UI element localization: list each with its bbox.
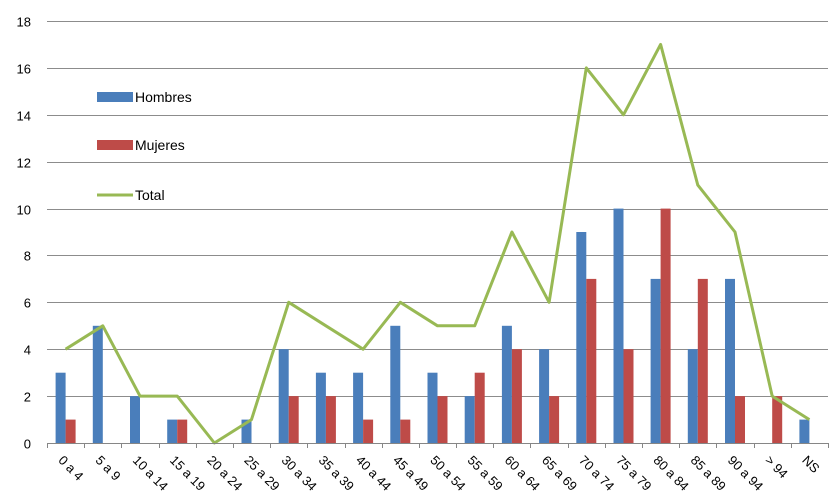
x-axis <box>47 443 829 448</box>
y-tick-label: 2 <box>24 390 31 405</box>
bar-hombres <box>650 278 661 443</box>
x-tick-label: 55 a 59 <box>465 453 506 494</box>
y-tick-label: 12 <box>17 156 31 171</box>
x-tick-label: 0 a 4 <box>55 453 86 484</box>
x-tick-label: 80 a 84 <box>651 453 692 494</box>
bar-mujeres <box>697 278 708 443</box>
bar-mujeres <box>586 278 597 443</box>
bar-mujeres <box>511 349 522 443</box>
bar-hombres <box>315 372 326 443</box>
line-total <box>64 42 811 445</box>
bar-mujeres <box>474 372 485 443</box>
bar-hombres <box>55 372 66 443</box>
x-tick-label: > 94 <box>762 453 791 482</box>
bar-hombres <box>576 232 587 443</box>
bar-mujeres <box>65 419 76 443</box>
bar-mujeres <box>660 208 671 443</box>
x-tick-label: 10 a 14 <box>130 453 171 494</box>
bar-mujeres <box>325 396 336 443</box>
bar-hombres <box>725 278 735 443</box>
x-tick-label: 25 a 29 <box>241 453 282 494</box>
bar-hombres <box>613 208 624 443</box>
bar-hombres <box>353 372 364 443</box>
legend: Hombres Mujeres Total <box>97 89 192 203</box>
y-tick-label: 0 <box>24 437 31 452</box>
bar-mujeres <box>177 419 188 443</box>
bar-hombres <box>464 396 475 443</box>
bar-hombres <box>427 372 438 443</box>
legend-label-total: Total <box>135 187 165 203</box>
x-tick-label: 40 a 44 <box>353 453 394 494</box>
y-tick-label: 18 <box>17 15 31 30</box>
bar-hombres <box>390 325 401 443</box>
y-tick-label: 16 <box>17 62 31 77</box>
legend-swatch-mujeres <box>97 140 133 150</box>
bar-mujeres <box>623 349 634 443</box>
bar-hombres <box>539 349 550 443</box>
y-tick-label: 8 <box>24 249 31 264</box>
x-tick-label: 5 a 9 <box>93 453 124 484</box>
x-tick-label: 65 a 69 <box>539 453 580 494</box>
bar-mujeres <box>735 396 745 443</box>
bar-hombres <box>167 419 178 443</box>
bar-mujeres <box>437 396 448 443</box>
bar-hombres <box>799 419 810 443</box>
legend-label-mujeres: Mujeres <box>135 137 185 153</box>
x-tick-label: 35 a 39 <box>316 453 357 494</box>
x-tick-label: 50 a 54 <box>427 453 468 494</box>
x-tick-label: 75 a 79 <box>613 453 654 494</box>
x-tick-label: 60 a 64 <box>502 453 543 494</box>
bar-mujeres <box>363 419 374 443</box>
y-tick-label: 6 <box>24 296 31 311</box>
x-tick-label: 85 a 89 <box>688 453 729 494</box>
bar-hombres <box>241 419 252 443</box>
bar-mujeres <box>549 396 560 443</box>
bar-hombres <box>501 325 512 443</box>
bar-hombres <box>278 349 289 443</box>
x-tick-label: NS <box>799 453 823 477</box>
bar-hombres <box>130 396 140 443</box>
legend-label-hombres: Hombres <box>135 89 192 105</box>
y-axis-ticks: 0 2 4 6 8 10 12 14 16 18 <box>17 15 31 452</box>
x-tick-label: 70 a 74 <box>576 453 617 494</box>
x-tick-label: 90 a 94 <box>725 453 766 494</box>
y-tick-label: 14 <box>17 109 31 124</box>
bar-hombres <box>92 325 103 443</box>
bar-mujeres <box>288 396 299 443</box>
y-tick-label: 10 <box>17 203 31 218</box>
gridlines <box>47 21 828 397</box>
x-tick-label: 30 a 34 <box>279 453 320 494</box>
x-tick-label: 15 a 19 <box>167 453 208 494</box>
x-tick-label: 45 a 49 <box>390 453 431 494</box>
legend-swatch-hombres <box>97 92 133 102</box>
bar-hombres <box>687 349 698 443</box>
y-tick-label: 4 <box>24 343 31 358</box>
bars <box>55 208 810 443</box>
bar-mujeres <box>772 396 783 443</box>
x-tick-label: 20 a 24 <box>204 453 245 494</box>
bar-mujeres <box>400 419 411 443</box>
total-line-group <box>64 42 811 445</box>
